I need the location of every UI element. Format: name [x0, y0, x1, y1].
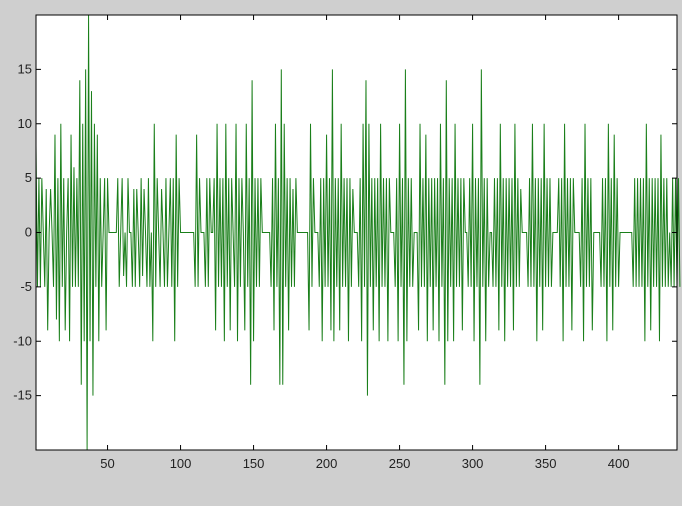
x-tick-label: 50	[100, 456, 114, 471]
x-tick-label: 250	[389, 456, 411, 471]
y-tick-label: -10	[13, 333, 32, 348]
x-tick-label: 350	[535, 456, 557, 471]
series-line-1	[35, 14, 681, 451]
x-tick-label: 300	[462, 456, 484, 471]
tick-labels-layer: -15 -10 -5 0 5 10 15 50 100 150 200 250 300 350 400	[13, 61, 629, 471]
x-tick-label: 200	[316, 456, 338, 471]
x-tick-label: 150	[243, 456, 265, 471]
y-tick-label: -5	[20, 279, 32, 294]
y-tick-label: 5	[25, 170, 32, 185]
x-tick-label: 100	[170, 456, 192, 471]
ticks-layer	[36, 15, 677, 450]
y-tick-label: 10	[18, 116, 32, 131]
series-layer	[35, 14, 681, 451]
y-tick-label: 0	[25, 225, 32, 240]
y-tick-label: -15	[13, 388, 32, 403]
x-tick-label: 400	[608, 456, 630, 471]
y-tick-label: 15	[18, 61, 32, 76]
